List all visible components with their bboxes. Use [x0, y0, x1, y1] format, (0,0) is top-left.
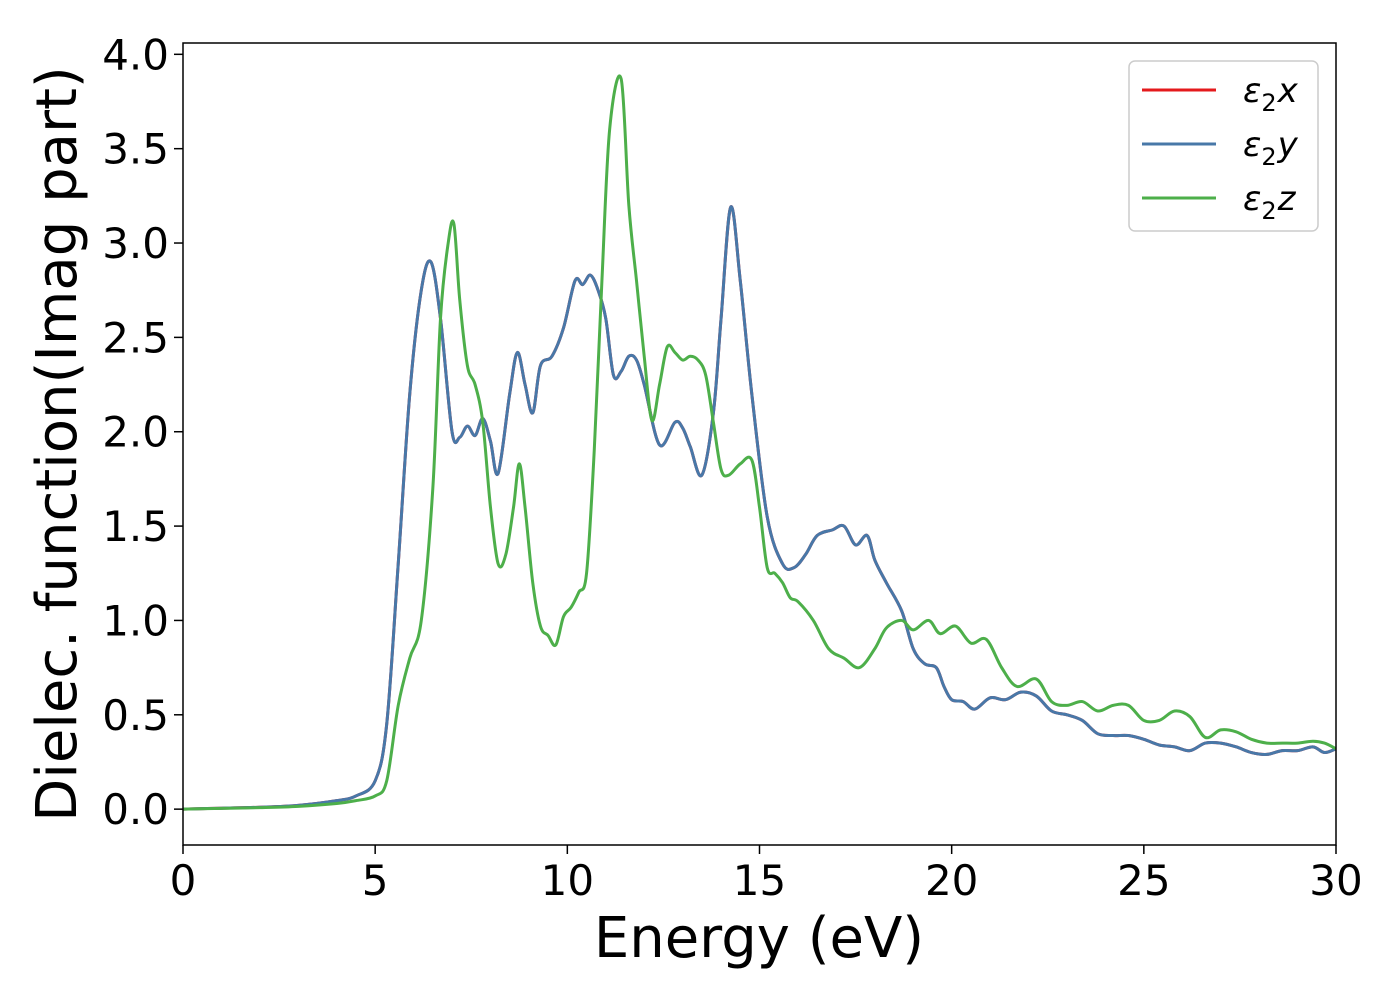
series-line-z	[183, 74, 1336, 811]
x-tick-label: 30	[1309, 856, 1362, 905]
y-axis: 0.0 0.5 1.0 1.5 2.0 2.5 3.0 3.5 4.0	[102, 30, 183, 834]
y-tick-label: 3.0	[102, 219, 169, 268]
legend-subscript: 2	[1261, 143, 1276, 171]
legend-symbol: ε	[1243, 71, 1261, 111]
legend-box	[1128, 60, 1319, 232]
y-tick-label: 2.0	[102, 408, 169, 457]
legend-axis: x	[1277, 71, 1299, 111]
legend-label-x: ε2x	[1243, 71, 1299, 117]
y-tick-label: 3.5	[102, 125, 169, 174]
y-tick-label: 4.0	[102, 30, 169, 79]
legend-label-y: ε2y	[1243, 125, 1299, 171]
legend-subscript: 2	[1261, 197, 1276, 225]
x-tick-label: 10	[541, 856, 594, 905]
series-layer	[183, 74, 1336, 811]
legend-axis: z	[1277, 179, 1297, 219]
y-tick-label: 0.5	[102, 691, 169, 740]
legend-label-z: ε2z	[1243, 179, 1297, 225]
x-tick-label: 25	[1117, 856, 1170, 905]
x-tick-label: 0	[170, 856, 197, 905]
y-axis-label: Dielec. function(Imag part)	[25, 66, 90, 822]
x-tick-label: 15	[733, 856, 786, 905]
legend-axis: y	[1277, 125, 1299, 165]
y-tick-label: 0.0	[102, 785, 169, 834]
legend-subscript: 2	[1261, 89, 1276, 117]
legend-symbol: ε	[1243, 125, 1261, 165]
legend-symbol: ε	[1243, 179, 1261, 219]
y-tick-label: 2.5	[102, 313, 169, 362]
y-tick-label: 1.5	[102, 502, 169, 551]
x-axis: 0 5 10 15 20 25 30	[170, 845, 1363, 905]
x-axis-label: Energy (eV)	[594, 906, 924, 971]
series-line-y	[183, 205, 1336, 811]
y-tick-label: 1.0	[102, 596, 169, 645]
x-tick-label: 20	[925, 856, 978, 905]
x-tick-label: 5	[362, 856, 389, 905]
